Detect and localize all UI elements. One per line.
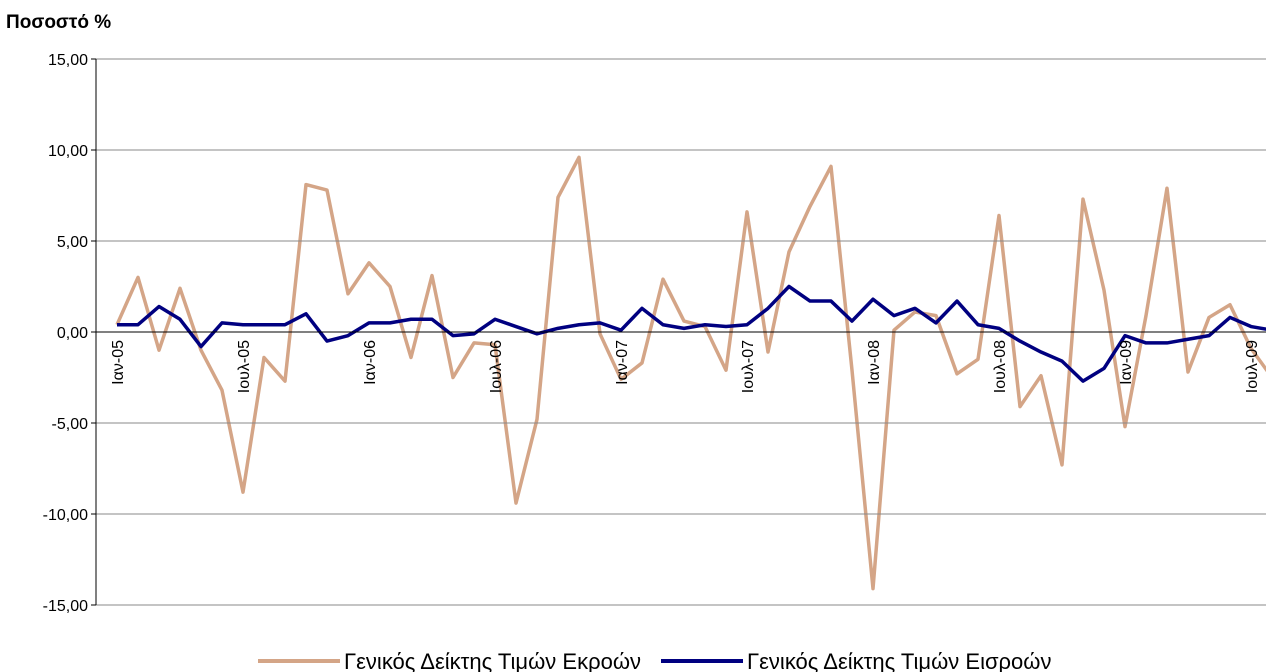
legend: Γενικός Δείκτης Τιμών Εκροών Γενικός Δείκ… — [258, 649, 1051, 672]
x-tick-label: Ιαν-06 — [362, 340, 379, 385]
y-tick-label: -10,00 — [43, 507, 88, 524]
x-tick-label: Ιαν-09 — [1118, 340, 1135, 385]
x-tick-label: Ιαν-05 — [110, 340, 127, 385]
chart-title: Ποσοστό % — [6, 12, 111, 33]
series-line — [115, 155, 1266, 591]
legend-label: Γενικός Δείκτης Τιμών Εκροών — [344, 649, 641, 672]
y-tick-label: 10,00 — [48, 143, 88, 160]
x-tick-label: Ιουλ-09 — [1244, 340, 1261, 393]
legend-label: Γενικός Δείκτης Τιμών Εισροών — [747, 649, 1051, 672]
y-tick-label: -15,00 — [43, 598, 88, 615]
x-tick-label: Ιουλ-05 — [236, 340, 253, 393]
y-tick-label: 15,00 — [48, 52, 88, 69]
x-tick-label: Ιαν-07 — [614, 340, 631, 385]
y-tick-label: 5,00 — [57, 234, 88, 251]
x-tick-label: Ιαν-08 — [866, 340, 883, 385]
series-line — [117, 284, 1266, 383]
x-tick-label: Ιουλ-06 — [488, 340, 505, 393]
y-tick-label: 0,00 — [57, 325, 88, 342]
x-tick-label: Ιουλ-07 — [740, 340, 757, 393]
y-tick-label: -5,00 — [52, 416, 89, 433]
x-tick-label: Ιουλ-08 — [992, 340, 1009, 393]
plot-area — [115, 155, 1266, 591]
